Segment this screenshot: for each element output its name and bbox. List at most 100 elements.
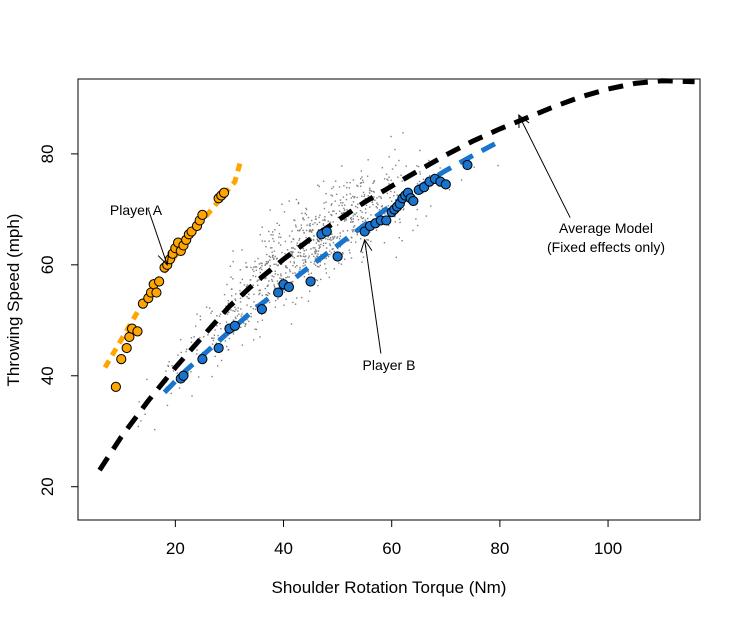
background-point [269, 259, 271, 261]
background-point [288, 235, 291, 237]
background-point [317, 228, 320, 231]
background-point [302, 262, 305, 264]
annotation-average-model: Average Model [559, 220, 653, 236]
background-point [225, 321, 228, 323]
background-point [264, 263, 267, 265]
background-point [292, 301, 294, 304]
background-point [214, 329, 216, 331]
background-point [313, 261, 316, 263]
background-point [253, 270, 255, 273]
background-point [301, 212, 303, 215]
background-point [274, 255, 277, 258]
background-point [264, 277, 266, 280]
background-point [369, 187, 371, 189]
background-point [291, 253, 293, 256]
background-point [212, 339, 215, 342]
background-point [301, 296, 303, 299]
background-point [296, 264, 298, 267]
background-point [361, 261, 363, 263]
background-point [171, 365, 173, 367]
background-point [297, 202, 300, 204]
background-point [370, 214, 372, 216]
background-point [359, 182, 362, 184]
background-point [250, 266, 252, 269]
background-point [419, 149, 421, 152]
background-point [300, 255, 302, 258]
background-point [314, 251, 316, 253]
background-point [318, 240, 320, 243]
background-point [342, 230, 344, 232]
background-point [304, 264, 306, 266]
background-point [361, 179, 364, 182]
background-point [348, 187, 351, 189]
background-point [329, 221, 332, 223]
background-point [304, 260, 307, 263]
background-point [265, 261, 268, 263]
background-point [352, 220, 354, 223]
background-point [362, 220, 364, 223]
background-point [390, 190, 392, 193]
background-point [213, 337, 215, 339]
background-point [387, 179, 389, 181]
background-point [356, 233, 358, 236]
background-point [308, 229, 311, 232]
background-point [271, 280, 274, 282]
background-point [292, 247, 295, 249]
background-point [308, 255, 310, 257]
background-point [199, 319, 202, 321]
background-point [176, 372, 179, 374]
annotation-arrow [147, 209, 170, 266]
background-point [247, 297, 249, 299]
background-point [339, 237, 341, 240]
background-point [379, 196, 382, 198]
background-point [292, 280, 294, 283]
background-point [167, 365, 170, 368]
background-point [356, 184, 358, 187]
background-point [333, 237, 335, 239]
background-point [393, 191, 396, 193]
background-point [168, 361, 170, 363]
background-point [238, 313, 240, 315]
background-point [303, 250, 305, 252]
background-point [416, 183, 419, 185]
background-point [332, 242, 335, 244]
background-point [220, 327, 222, 330]
background-point [234, 299, 237, 302]
background-point [352, 230, 354, 233]
background-point [389, 196, 391, 199]
background-point [284, 240, 287, 243]
background-point [191, 395, 193, 397]
background-point [305, 236, 307, 239]
background-point [265, 277, 267, 279]
background-point [323, 202, 325, 204]
background-point [232, 278, 234, 280]
player-b-point [321, 226, 332, 237]
background-point [257, 257, 259, 260]
background-point [325, 201, 327, 203]
background-point [345, 198, 348, 201]
background-point [280, 278, 283, 280]
background-point [268, 301, 271, 304]
background-point [327, 238, 329, 241]
background-point [350, 241, 352, 244]
background-point [298, 230, 301, 232]
background-point [154, 428, 156, 431]
player-points [110, 159, 473, 392]
background-point [367, 195, 369, 197]
background-point [372, 182, 374, 184]
player-a-point [132, 326, 143, 337]
background-point [328, 211, 330, 213]
background-point [497, 164, 499, 167]
background-point [261, 319, 264, 321]
background-point [165, 370, 167, 372]
background-point [180, 338, 182, 341]
background-point [333, 268, 336, 270]
background-point [320, 243, 322, 246]
background-point [398, 218, 401, 220]
annotation-arrow [518, 114, 571, 218]
player-b-point [381, 215, 392, 226]
player-b-point [440, 179, 451, 190]
background-point [331, 248, 333, 251]
background-point [177, 354, 179, 356]
background-point [240, 326, 242, 329]
